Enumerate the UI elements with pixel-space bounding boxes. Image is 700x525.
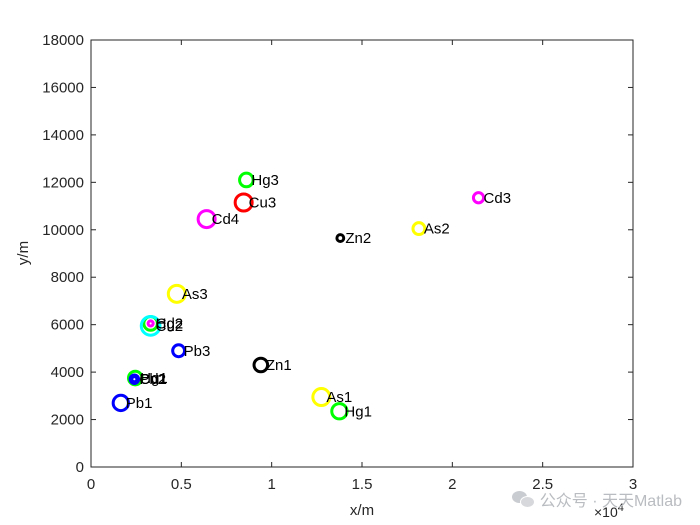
data-point — [471, 191, 486, 205]
x-axis-label: x/m — [350, 502, 374, 519]
data-point — [130, 375, 139, 384]
y-tick-label: 10000 — [42, 222, 84, 239]
data-label: Pb2 — [139, 371, 166, 388]
data-label: Cd3 — [484, 190, 512, 207]
y-tick-label: 8000 — [51, 269, 84, 286]
x-tick-label: 0.5 — [171, 476, 192, 493]
data-label: Pb1 — [126, 395, 153, 412]
axis-ticks: 0 0.5 1 1.5 2 2.5 3 0 2000 4000 6000 8000 10000 12000… — [42, 32, 637, 493]
y-axis-label: y/m — [15, 241, 32, 265]
data-point — [252, 356, 270, 374]
watermark-text: 公众号 · 天天Matlab — [539, 493, 682, 510]
y-tick-label: 18000 — [42, 32, 84, 49]
y-tick-label: 4000 — [51, 364, 84, 381]
data-label: Cd4 — [212, 211, 240, 228]
data-point — [238, 171, 255, 189]
data-label: Cd1 — [139, 371, 167, 388]
data-label: Hg1 — [140, 370, 168, 387]
data-label: As1 — [326, 389, 352, 406]
x-tick-label: 3 — [629, 476, 637, 493]
y-tick-label: 6000 — [51, 317, 84, 334]
data-label: Zn1 — [266, 357, 292, 374]
data-point — [146, 319, 155, 328]
data-points — [111, 171, 486, 421]
data-label: Pb3 — [184, 343, 211, 360]
data-label: Cd2 — [156, 315, 184, 332]
data-label: Cu2 — [156, 318, 184, 335]
y-tick-label: 2000 — [51, 412, 84, 429]
plot-area — [90, 39, 634, 468]
data-point — [139, 315, 162, 337]
data-point — [411, 221, 427, 237]
x-exponent-base: ×10 — [594, 504, 618, 520]
x-tick-label: 1.5 — [352, 476, 373, 493]
x-tick-label: 2.5 — [532, 476, 553, 493]
data-label: Hg3 — [251, 172, 279, 189]
data-point — [171, 343, 187, 359]
data-point — [233, 192, 254, 213]
x-tick-label: 0 — [87, 476, 95, 493]
wechat-icon — [511, 490, 535, 508]
point-labels: Hg3Cu3Cd4Cd3Zn2As2As3Hg2Cu2Cd2Pb3Zn1Hg1C… — [126, 172, 511, 420]
y-tick-label: 16000 — [42, 79, 84, 96]
data-label: Hg1 — [344, 403, 372, 420]
x-tick-label: 2 — [448, 476, 456, 493]
data-label: Zn2 — [345, 230, 371, 247]
data-label: Cu3 — [249, 194, 277, 211]
data-point — [335, 233, 346, 243]
data-point — [166, 283, 187, 304]
data-point — [196, 209, 217, 230]
data-label: As2 — [424, 221, 450, 238]
x-exponent-label: ×104 — [594, 502, 624, 520]
data-point — [111, 393, 130, 413]
data-label: As3 — [182, 286, 208, 303]
data-point — [128, 373, 141, 385]
data-point — [330, 402, 349, 421]
y-tick-label: 12000 — [42, 174, 84, 191]
y-tick-label: 14000 — [42, 127, 84, 144]
watermark: 公众号 · 天天Matlab — [511, 487, 682, 511]
data-point — [311, 387, 332, 408]
data-label: Hg2 — [156, 315, 184, 332]
x-exponent-power: 4 — [618, 502, 624, 514]
x-tick-label: 1 — [267, 476, 275, 493]
data-label: Cu1 — [139, 371, 167, 388]
y-tick-label: 0 — [76, 459, 84, 476]
